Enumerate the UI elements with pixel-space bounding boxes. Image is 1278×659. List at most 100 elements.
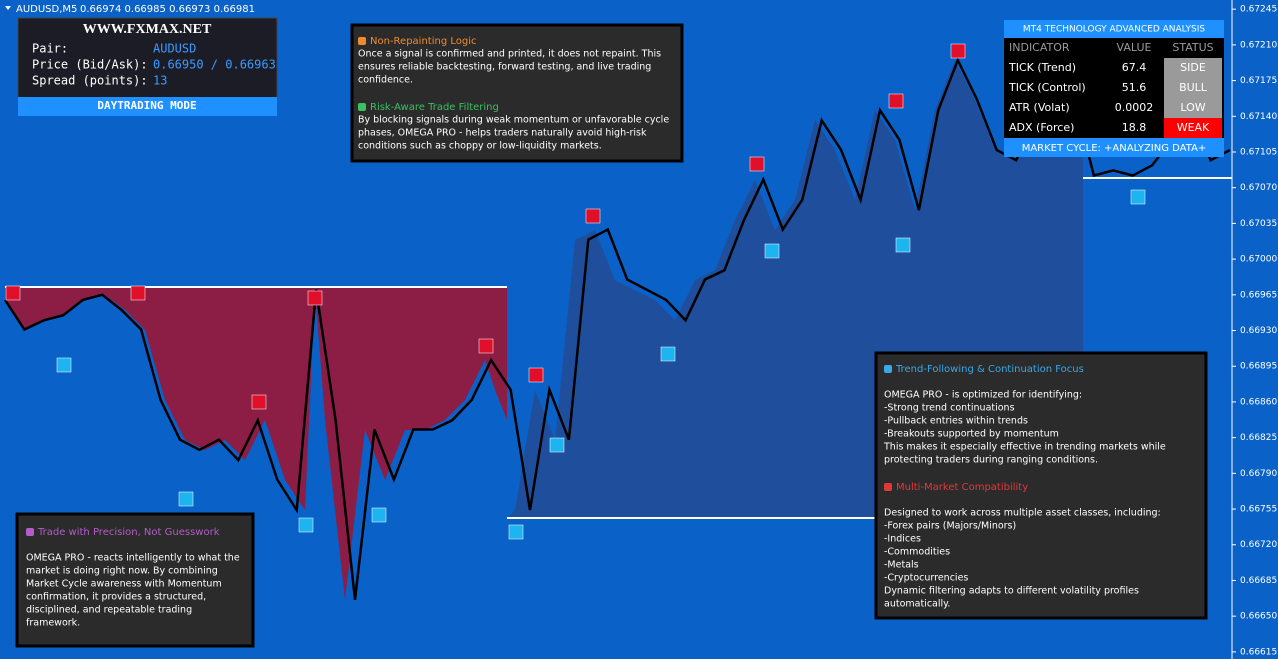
buy-signal	[178, 491, 194, 507]
buy-signal	[508, 524, 524, 540]
status-cell	[1164, 58, 1222, 78]
section-icon	[26, 528, 34, 536]
y-tick-label: 0.66790	[1240, 469, 1277, 479]
table-cell: LOW	[1180, 101, 1205, 114]
sell-signal	[130, 285, 146, 301]
status-cell	[1164, 118, 1222, 138]
y-tick-label: 0.66825	[1240, 433, 1277, 443]
section-line: -Forex pairs (Majors/Minors)	[884, 521, 1016, 532]
section-line: framework.	[26, 618, 80, 629]
panel	[15, 512, 255, 648]
table-cell: 0.0002	[1115, 101, 1154, 114]
section-line: OMEGA PRO - reacts intelligently to what…	[26, 553, 240, 564]
y-tick-label: 0.66965	[1240, 290, 1277, 300]
panel	[874, 351, 1208, 620]
section-line: Dynamic filtering adapts to different vo…	[884, 586, 1139, 597]
bear-zone	[5, 287, 507, 600]
y-tick-label: 0.67140	[1240, 112, 1277, 122]
section-line: protecting traders during ranging condit…	[884, 455, 1098, 466]
info-label: Spread (points):	[32, 74, 148, 88]
sell-signal	[950, 43, 966, 59]
column-header: INDICATOR	[1009, 41, 1070, 54]
section-line: automatically.	[884, 599, 950, 610]
site: WWW.FXMAX.NET	[83, 22, 212, 37]
sell-signal	[5, 285, 21, 301]
section-line: This makes it especially effective in tr…	[883, 442, 1166, 453]
sell-signal	[251, 394, 267, 410]
table-cell: 18.8	[1122, 121, 1147, 134]
y-tick-label: 0.67245	[1240, 5, 1277, 15]
sell-signal	[307, 290, 323, 306]
section-title: Trend-Following & Continuation Focus	[895, 364, 1084, 375]
menu-arrow	[5, 6, 11, 10]
section-line: conditions such as choppy or low-liquidi…	[358, 141, 602, 152]
mode-bar	[18, 97, 277, 116]
sell-signal	[478, 338, 494, 354]
section-line: -Indices	[884, 534, 921, 545]
column-header: VALUE	[1117, 41, 1152, 54]
section-line: -Strong trend continuations	[884, 403, 1015, 414]
section-title: Multi-Market Compatibility	[896, 482, 1028, 493]
info-value: 0.66950 / 0.66963	[153, 58, 276, 72]
section-line: Once a signal is confirmed and printed, …	[358, 49, 661, 60]
symbol: AUDUSD,M5	[16, 4, 77, 15]
buy-signal	[298, 517, 314, 533]
y-tick-label: 0.67105	[1240, 147, 1277, 157]
ohlc: 0.66974 0.66985 0.66973 0.66981	[80, 4, 255, 15]
section-line: -Metals	[884, 560, 919, 571]
y-tick-label: 0.66720	[1240, 540, 1277, 550]
buy-signal	[764, 243, 780, 259]
sell-signal	[749, 156, 765, 172]
table-footer: MARKET CYCLE: +ANALYZING DATA+	[1022, 143, 1207, 154]
buy-signal	[371, 507, 387, 523]
y-tick-label: 0.66755	[1240, 505, 1277, 515]
info-value: AUDUSD	[153, 42, 196, 56]
info-rows: Pair: AUDUSD Price (Bid/Ask): 0.66950 / 0.6…	[32, 42, 276, 88]
section-line: OMEGA PRO - is optimized for identifying…	[884, 390, 1082, 401]
table-cell: SIDE	[1180, 61, 1206, 74]
section-line: confirmation, it provides a structured,	[26, 592, 206, 603]
section-line: Market Cycle awareness with Momentum	[26, 579, 222, 590]
section-icon	[358, 37, 366, 45]
y-tick-label: 0.66615	[1240, 647, 1277, 657]
section-line: -Cryptocurrencies	[884, 573, 968, 584]
section-line: ensures reliable backtesting, forward te…	[358, 62, 651, 73]
info-label: Price (Bid/Ask):	[32, 58, 148, 72]
section-line: market is doing right now. By combining	[26, 566, 218, 577]
status-cell	[1164, 98, 1222, 118]
section-line: confidence.	[358, 75, 413, 86]
y-tick-label: 0.67175	[1240, 76, 1277, 86]
buy-signal	[56, 357, 72, 373]
table-cell: 51.6	[1122, 81, 1147, 94]
table-title: MT4 TECHNOLOGY ADVANCED ANALYSIS	[1023, 25, 1205, 35]
section-icon	[358, 103, 366, 111]
y-tick-label: 0.67070	[1240, 183, 1277, 193]
y-tick-label: 0.66650	[1240, 612, 1277, 622]
panel	[350, 23, 684, 163]
section-title: Non-Repainting Logic	[370, 36, 477, 47]
section-title: Risk-Aware Trade Filtering	[370, 102, 499, 113]
mode: DAYTRADING MODE	[97, 99, 196, 112]
y-tick-label: 0.66895	[1240, 362, 1277, 372]
table-title-bar	[1004, 20, 1224, 38]
table-cell: ADX (Force)	[1009, 121, 1074, 134]
sell-signal	[888, 93, 904, 109]
section-line: Designed to work across multiple asset c…	[884, 508, 1161, 519]
column-header: STATUS	[1172, 41, 1213, 54]
buy-signal	[895, 237, 911, 253]
table-cell: TICK (Control)	[1008, 81, 1086, 94]
table-cell: BULL	[1179, 81, 1208, 94]
section-icon	[884, 365, 892, 373]
section-icon	[884, 483, 892, 491]
y-tick-label: 0.67000	[1240, 255, 1277, 265]
section-line: disciplined, and repeatable trading	[26, 605, 192, 616]
status-cell	[1164, 78, 1222, 98]
signals	[5, 43, 1146, 540]
buy-signal	[660, 346, 676, 362]
info-value: 13	[153, 74, 167, 88]
table-cell: WEAK	[1177, 121, 1210, 134]
y-tick-label: 0.66860	[1240, 397, 1277, 407]
section-title: Trade with Precision, Not Guesswork	[37, 527, 220, 538]
